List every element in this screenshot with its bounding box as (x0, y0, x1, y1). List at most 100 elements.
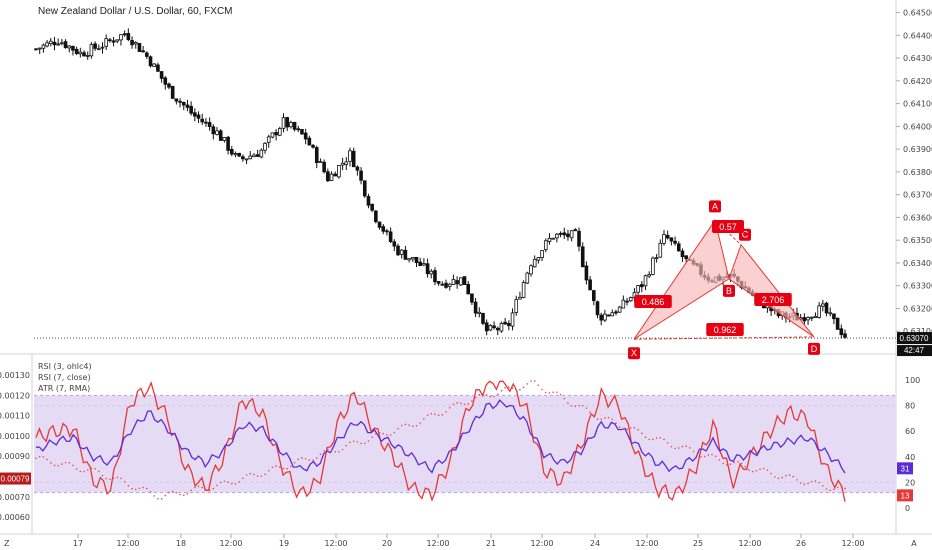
candle-body (584, 265, 589, 281)
candle-body (111, 40, 116, 43)
candle-body (418, 261, 422, 267)
candle-body (821, 303, 825, 307)
pattern-ratio-box (754, 293, 792, 306)
atr-dot (471, 400, 473, 402)
candle-body (307, 137, 312, 146)
atr-tick-label: 0.00090 (0, 452, 30, 461)
candle-body (628, 297, 633, 302)
candle-body (141, 50, 145, 53)
candle-body (119, 34, 123, 41)
atr-dot (448, 407, 451, 409)
rsi7-value-badge-text: 31 (901, 464, 910, 473)
candle-body (215, 130, 219, 135)
time-tick-label: 20 (382, 539, 392, 548)
candle-body (93, 43, 97, 49)
candle-body (558, 232, 563, 235)
atr-dot (711, 453, 713, 456)
pattern-point-label: B (726, 286, 732, 296)
atr-dot (61, 463, 63, 465)
atr-dot (297, 458, 300, 461)
candle-body (414, 256, 419, 263)
atr-dot (164, 494, 167, 497)
candle-body (451, 279, 456, 285)
candle-body (200, 118, 205, 123)
candle-body (170, 85, 175, 99)
atr-dot (186, 492, 189, 495)
pattern-point-marker (808, 342, 820, 355)
atr-dot (256, 475, 259, 477)
atr-dot (386, 434, 388, 436)
candle-body (625, 300, 629, 303)
candle-body (436, 281, 441, 284)
candle-body (115, 39, 120, 42)
rsi7-value-badge (897, 462, 913, 475)
atr-dot (216, 484, 218, 487)
atr-dot (160, 497, 163, 500)
atr-dot (112, 477, 115, 480)
candle-body (167, 83, 171, 88)
atr-dot (766, 469, 769, 471)
candle-body (614, 311, 618, 314)
atr-dot (751, 470, 754, 473)
candle-body (67, 45, 72, 49)
atr-dot (460, 402, 462, 405)
atr-dot (197, 485, 200, 488)
price-tick-label: 0.63100 (903, 327, 932, 336)
pattern-point-label: A (712, 201, 718, 211)
candle-body (233, 153, 238, 156)
atr-dot (596, 418, 599, 420)
candle-body (237, 152, 241, 157)
atr-dot (238, 481, 240, 483)
atr-value-badge-text: 0.00079 (1, 475, 30, 484)
candle-body (806, 317, 810, 321)
atr-tick-label: 0.00120 (0, 391, 30, 400)
candle-body (270, 132, 275, 138)
atr-dot (526, 383, 529, 385)
atr-dot (729, 463, 732, 465)
candle-body (555, 233, 559, 239)
atr-dot (759, 468, 761, 470)
atr-dot (315, 457, 318, 459)
time-tick-label: 12:00 (530, 539, 553, 548)
candle-body (41, 44, 46, 49)
atr-dot (689, 447, 691, 449)
candle-body (241, 156, 245, 160)
candle-body (148, 56, 153, 67)
candle-body (396, 245, 400, 256)
atr-dot (648, 438, 651, 441)
time-tick-label: 12:00 (426, 539, 449, 548)
atr-dot (622, 428, 625, 431)
atr-dot (508, 386, 510, 388)
candle-body (580, 246, 585, 268)
atr-dot (737, 461, 739, 463)
candle-body (473, 301, 478, 314)
atr-dot (515, 389, 518, 391)
candle-body (351, 150, 356, 168)
pattern-ratio-label: 0.57 (719, 222, 737, 232)
axis-left-mark: Z (4, 539, 10, 548)
atr-dot (57, 464, 59, 467)
atr-dot (836, 486, 839, 489)
atr-dot (489, 395, 492, 398)
candle-body (429, 270, 434, 275)
series-line-rsi-7-close- (35, 399, 846, 474)
candle-body (828, 312, 833, 315)
atr-dot (101, 474, 104, 477)
rsi-tick-label: 0 (905, 504, 910, 513)
atr-dot (282, 467, 285, 470)
candle-body (392, 241, 397, 247)
atr-dot (659, 436, 662, 439)
candle-body (204, 121, 208, 124)
candle-body (835, 317, 840, 330)
time-tick-label: 12:00 (219, 539, 242, 548)
candle-body (665, 234, 670, 239)
atr-dot (49, 462, 52, 464)
atr-dot (109, 478, 111, 481)
atr-dot (434, 413, 436, 416)
candle-body (407, 258, 411, 261)
atr-dot (833, 488, 835, 491)
